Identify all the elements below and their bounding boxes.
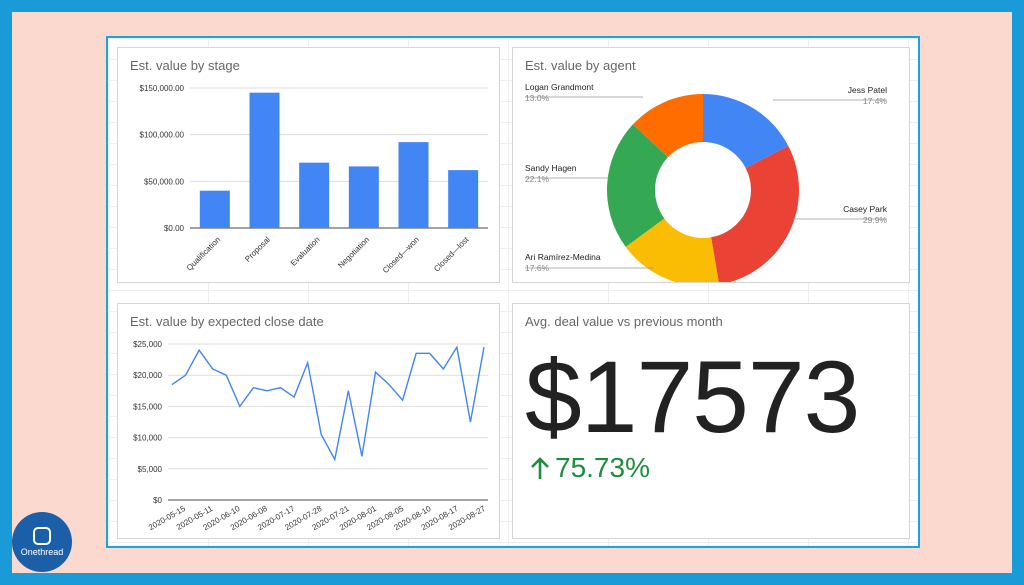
y-tick-label: $50,000.00: [144, 177, 185, 186]
donut-slice: [633, 94, 703, 158]
series-line: [171, 345, 485, 462]
card-est-value-by-stage: Est. value by stage $0.00 $50,000.00 $100,…: [117, 47, 500, 283]
card-avg-deal-value: Avg. deal value vs previous month $17573…: [512, 303, 910, 539]
bar: [398, 142, 429, 228]
card-est-value-by-close-date: Est. value by expected close date $0 $5,0…: [117, 303, 500, 539]
slice-percent: 17.4%: [863, 96, 888, 106]
x-tick-label: Evaluation: [289, 235, 322, 268]
y-tick-label: $15,000: [133, 402, 162, 411]
x-tick-label: Closed—won: [381, 235, 421, 275]
bar: [448, 170, 479, 228]
slice-label: Sandy Hagen: [525, 163, 577, 173]
scorecard-delta: 75.73%: [529, 452, 650, 484]
y-tick-label: $150,000.00: [140, 84, 185, 93]
y-tick-label: $10,000: [133, 434, 162, 443]
y-tick-label: $5,000: [138, 465, 163, 474]
spreadsheet-dashboard: Est. value by stage $0.00 $50,000.00 $100,…: [106, 36, 920, 548]
y-tick-label: $20,000: [133, 371, 162, 380]
card-est-value-by-agent: Est. value by agent Jess Patel 17.4% Casey…: [512, 47, 910, 286]
y-tick-label: $0.00: [164, 224, 185, 233]
donut-slice: [711, 145, 799, 285]
slice-label: Logan Grandmont: [525, 82, 594, 92]
x-tick-label: Qualification: [185, 235, 222, 272]
x-tick-label: Negotiation: [336, 235, 371, 270]
donut-slice: [703, 94, 789, 168]
bar-chart: $0.00 $50,000.00 $100,000.00 $150,000.00 Qua…: [140, 84, 488, 275]
slice-label: Casey Park: [843, 204, 888, 214]
x-tick-label: Closed—lost: [432, 235, 471, 274]
chart-title: Est. value by agent: [525, 58, 636, 73]
scorecard-title: Avg. deal value vs previous month: [525, 314, 723, 329]
slice-label: Ari Ramírez-Medina: [525, 252, 601, 262]
chart-title: Est. value by stage: [130, 58, 240, 73]
y-tick-label: $0: [153, 496, 162, 505]
bar: [199, 190, 230, 228]
slice-percent: 22.1%: [525, 174, 550, 184]
logo-icon: [33, 527, 51, 545]
scorecard-delta-value: 75.73%: [555, 452, 650, 483]
y-tick-label: $25,000: [133, 340, 162, 349]
onethread-logo: Onethread: [12, 512, 72, 572]
x-tick-label: Proposal: [243, 235, 272, 264]
slice-percent: 17.6%: [525, 263, 550, 273]
arrow-up-icon: [531, 457, 549, 479]
donut-slice: [607, 124, 669, 247]
line-chart: $0$5,000$10,000$15,000$20,000$25,0002020…: [133, 340, 488, 532]
donut-slice: [625, 218, 720, 286]
logo-text: Onethread: [20, 547, 64, 557]
slice-percent: 29.9%: [863, 215, 888, 225]
slice-percent: 13.0%: [525, 93, 550, 103]
bar: [249, 92, 280, 228]
y-tick-label: $100,000.00: [140, 131, 185, 140]
bar: [299, 162, 330, 228]
slice-label: Jess Patel: [848, 85, 887, 95]
chart-title: Est. value by expected close date: [130, 314, 324, 329]
scorecard-value: $17573: [525, 340, 860, 454]
bar: [348, 166, 379, 228]
